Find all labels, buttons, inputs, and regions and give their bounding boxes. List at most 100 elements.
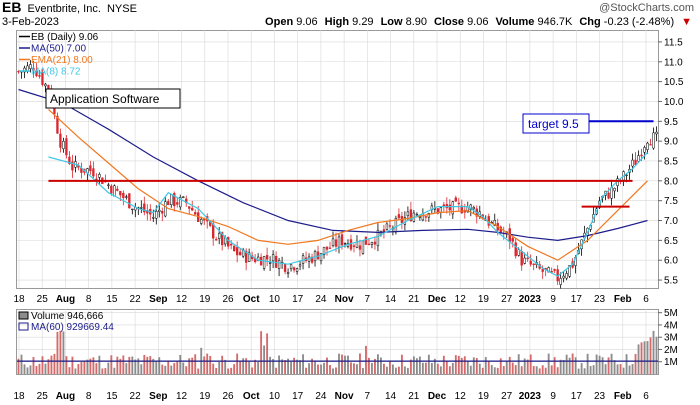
x-tick-label: Dec [428, 391, 447, 402]
volume-bar [610, 353, 613, 374]
x-tick-label: 8 [86, 391, 92, 402]
candle-body [232, 245, 236, 251]
volume-bar [490, 365, 493, 374]
x-tick-label: Oct [243, 294, 260, 305]
candle-body [226, 237, 230, 247]
x-tick-label: Aug [56, 391, 75, 402]
y-tick-label: 9.5 [664, 117, 678, 128]
candle-body [271, 254, 275, 262]
volume-bar [439, 366, 442, 374]
candle-body [116, 188, 119, 191]
volume-bar [251, 367, 254, 374]
volume-bar [601, 357, 604, 374]
volume-bar [299, 360, 301, 374]
candle-body [167, 201, 170, 206]
volume-bar [356, 364, 358, 374]
volume-bar [101, 368, 104, 374]
candle-body [292, 267, 296, 271]
volume-bar [287, 358, 290, 374]
candle-body [376, 229, 380, 247]
candle-body [310, 256, 314, 263]
volume-bar [260, 331, 263, 374]
volume-bar [362, 368, 364, 374]
candle-body [439, 207, 443, 213]
y-tick-label: 10.5 [664, 77, 684, 88]
volume-bar [562, 359, 565, 374]
volume-bar [311, 358, 313, 374]
candle-body [215, 239, 218, 241]
y-tick-label: 9.0 [664, 137, 678, 148]
volume-bar [628, 365, 631, 374]
x-tick-label: 24 [315, 391, 327, 402]
volume-bar [589, 366, 592, 374]
volume-bar [284, 360, 287, 374]
x-tick-label: 6 [643, 391, 649, 402]
volume-bar [454, 355, 457, 374]
volume-bar [571, 353, 574, 374]
volume-bar [269, 356, 272, 374]
volume-bar [92, 357, 95, 374]
x-tick-label: Sep [149, 391, 167, 402]
candle-body [203, 219, 206, 221]
volume-bar [415, 358, 418, 374]
candle-body [191, 207, 194, 211]
volume-panel-frame [16, 309, 659, 375]
volume-bar [107, 362, 110, 374]
volume-bar [385, 366, 388, 374]
volume-bar [86, 359, 89, 374]
candle-body [511, 237, 514, 242]
candle-body [89, 165, 92, 172]
volume-bar [475, 357, 478, 374]
volume-bar [50, 355, 53, 374]
candle-body [289, 264, 293, 270]
candle-body [161, 210, 164, 214]
candle-body [364, 236, 368, 245]
volume-bar [496, 367, 499, 374]
candle-body [562, 275, 565, 279]
candle-body [283, 263, 287, 272]
candle-body [418, 216, 422, 218]
x-tick-label: 2023 [519, 294, 542, 305]
volume-bar [400, 354, 403, 374]
volume-bar [227, 368, 230, 374]
volume-bar [185, 366, 188, 374]
candle-body [493, 219, 496, 226]
candle-body [98, 173, 101, 178]
sector-label: Application Software [50, 92, 160, 106]
candle-body [451, 201, 454, 215]
volume-bar [53, 353, 56, 374]
candle-body [92, 168, 95, 177]
ema21-line [48, 108, 648, 261]
volume-bar [517, 354, 520, 374]
volume-bar [152, 358, 155, 374]
company-name: Eventbrite, Inc. [27, 3, 101, 15]
grid [17, 30, 658, 374]
candle-body [229, 244, 233, 246]
x-tick-label: 27 [501, 294, 513, 305]
x-tick-label: Nov [335, 391, 354, 402]
quote-value: 8.90 [405, 16, 428, 28]
candle-body [152, 217, 155, 219]
candle-body [421, 213, 425, 221]
candle-body [415, 213, 419, 216]
candle-body [125, 196, 128, 198]
volume-bar [44, 363, 47, 374]
volume-bar [215, 368, 218, 374]
volume-bar [592, 365, 595, 374]
volume-bar [110, 355, 113, 374]
candle-body [340, 234, 344, 246]
quote-label: High [324, 16, 353, 28]
x-tick-label: 12 [176, 391, 188, 402]
x-tick-label: 15 [106, 391, 118, 402]
price-y-axis: 11.5 11.0 10.5 10.0 9.5 9.0 8.5 8.0 7.5 7.0 6.5 6.0… [658, 37, 684, 287]
volume-bar [206, 353, 209, 374]
candle-body [649, 144, 652, 146]
volume-bar [32, 356, 35, 374]
volume-bar [68, 367, 71, 374]
volume-bar [95, 363, 98, 374]
indicator-lines [18, 88, 648, 277]
volume-bar [535, 366, 538, 374]
volume-y-tick-label: 3M [664, 333, 678, 344]
